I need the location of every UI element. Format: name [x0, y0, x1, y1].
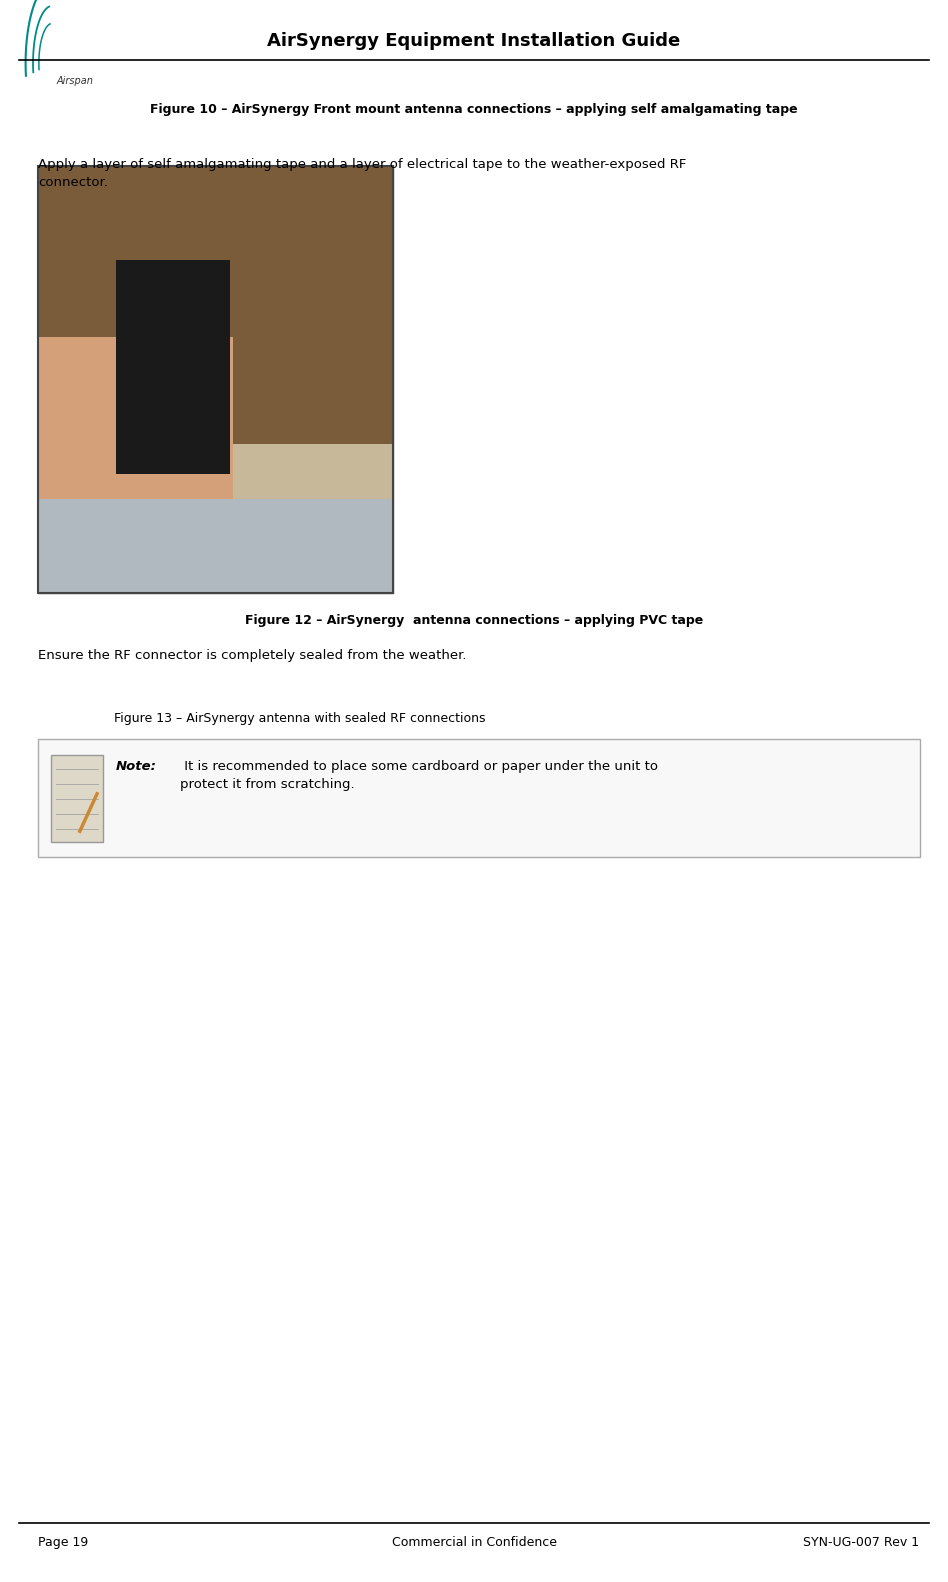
FancyBboxPatch shape — [38, 166, 393, 593]
Text: Page 19: Page 19 — [38, 1536, 88, 1549]
Text: Commercial in Confidence: Commercial in Confidence — [392, 1536, 556, 1549]
Text: Figure 13 – AirSynergy antenna with sealed RF connections: Figure 13 – AirSynergy antenna with seal… — [114, 712, 485, 725]
FancyBboxPatch shape — [38, 337, 233, 593]
Text: Figure 10 – AirSynergy Front mount antenna connections – applying self amalgamat: Figure 10 – AirSynergy Front mount anten… — [150, 103, 798, 115]
Text: Note:: Note: — [116, 761, 156, 774]
Text: Apply a layer of self amalgamating tape and a layer of electrical tape to the we: Apply a layer of self amalgamating tape … — [38, 158, 686, 190]
Text: Airspan: Airspan — [57, 76, 94, 85]
FancyBboxPatch shape — [38, 739, 920, 857]
FancyBboxPatch shape — [51, 755, 103, 842]
FancyBboxPatch shape — [38, 166, 393, 443]
FancyBboxPatch shape — [116, 259, 229, 473]
FancyBboxPatch shape — [38, 500, 393, 593]
Text: SYN-UG-007 Rev 1: SYN-UG-007 Rev 1 — [804, 1536, 920, 1549]
Text: It is recommended to place some cardboard or paper under the unit to
protect it : It is recommended to place some cardboar… — [180, 761, 658, 791]
Text: Figure 12 – AirSynergy  antenna connections – applying PVC tape: Figure 12 – AirSynergy antenna connectio… — [245, 614, 703, 626]
Text: Ensure the RF connector is completely sealed from the weather.: Ensure the RF connector is completely se… — [38, 649, 466, 661]
Text: AirSynergy Equipment Installation Guide: AirSynergy Equipment Installation Guide — [267, 32, 681, 51]
